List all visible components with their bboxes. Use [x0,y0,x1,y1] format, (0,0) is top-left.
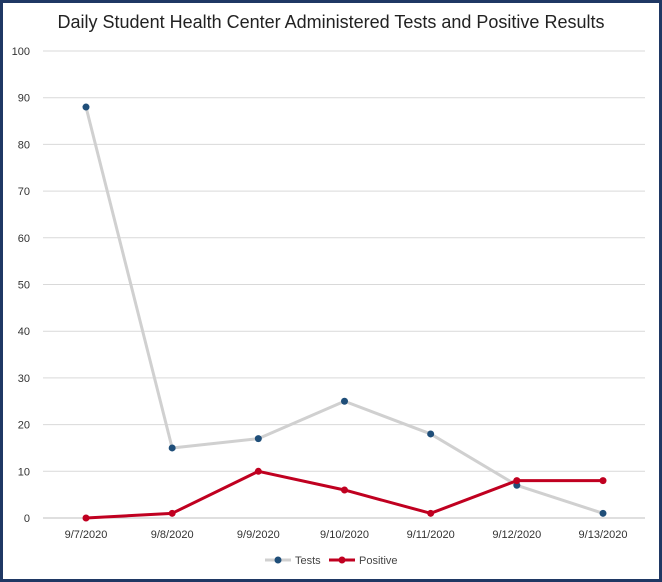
tests-point [82,103,90,111]
y-tick-label: 0 [24,513,30,525]
positive-point [254,467,262,475]
x-tick-label: 9/8/2020 [151,529,194,541]
y-tick-label: 50 [18,280,30,292]
x-tick-label: 9/10/2020 [320,529,369,541]
gridlines [43,50,645,519]
series-lines [82,103,607,522]
tests-line [84,106,604,515]
x-tick-label: 9/9/2020 [237,529,280,541]
tests-point [427,430,435,438]
positive-legend-marker [338,556,346,564]
legend: Tests Positive [265,555,398,567]
y-axis-ticks: 0 10 20 30 40 50 60 70 80 90 100 [12,46,30,525]
positive-point [168,509,176,517]
tests-legend-marker [274,556,282,564]
y-tick-label: 30 [18,373,30,385]
tests-point [168,444,176,452]
positive-point [341,486,348,494]
x-tick-label: 9/11/2020 [407,529,455,541]
positive-line [85,469,603,520]
positive-point [599,477,607,485]
positive-legend-label: Positive [359,555,398,567]
y-tick-label: 20 [18,420,30,432]
tests-point [341,397,348,405]
x-tick-label: 9/13/2020 [579,529,628,541]
y-tick-label: 10 [18,466,30,478]
tests-legend-label: Tests [295,555,321,567]
y-tick-label: 80 [18,139,30,151]
tests-point [599,509,607,517]
positive-point [513,477,521,485]
y-tick-label: 60 [18,233,30,245]
x-tick-label: 9/7/2020 [65,529,108,541]
x-axis-ticks: 9/7/2020 9/8/2020 9/9/2020 9/10/2020 9/11/20… [65,529,628,541]
y-tick-label: 90 [18,93,30,105]
y-tick-label: 40 [18,326,30,338]
chart-title: Daily Student Health Center Administered… [57,12,605,32]
y-tick-label: 70 [18,186,30,198]
positive-point [427,509,435,517]
x-tick-label: 9/12/2020 [492,529,541,541]
positive-point [82,514,90,522]
y-tick-label: 100 [12,46,30,58]
tests-point [254,435,262,443]
